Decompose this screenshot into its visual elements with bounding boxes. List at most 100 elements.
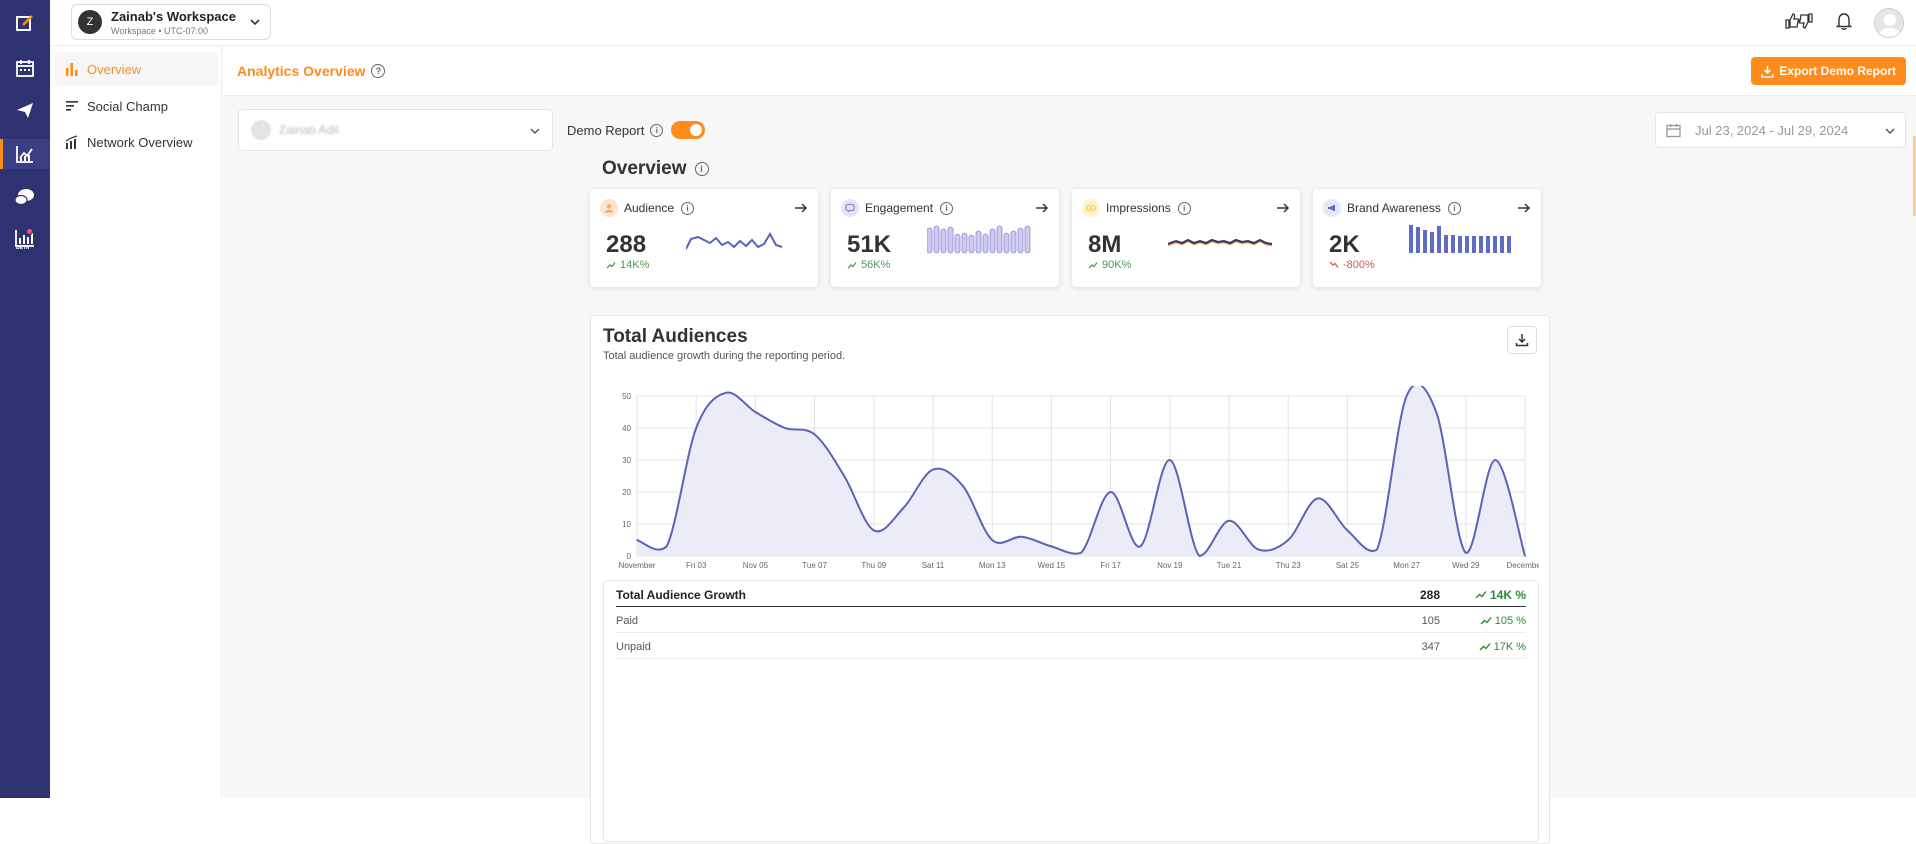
kpi-card-impressions[interactable]: Impressions i 8M 90K% <box>1072 189 1300 287</box>
analytics-sidebar: Overview Social Champ Network Overview <box>50 46 222 798</box>
export-label: Export Demo Report <box>1779 64 1896 78</box>
export-report-button[interactable]: Export Demo Report <box>1751 57 1906 85</box>
data-point <box>1435 411 1437 413</box>
help-icon[interactable]: ? <box>371 64 385 78</box>
sidebar-item-overview[interactable]: Overview <box>55 52 218 86</box>
data-point <box>1376 549 1378 551</box>
sidebar-item-label: Overview <box>87 62 141 77</box>
chart-title: Total Audiences <box>603 326 748 348</box>
eye-icon <box>1082 199 1100 217</box>
table-cell-label: Unpaid <box>616 641 1380 653</box>
sidebar-item-label: Network Overview <box>87 135 192 150</box>
table-cell-change: 105 % <box>1440 615 1526 627</box>
kpi-label: Impressions <box>1106 201 1171 215</box>
table-cell-change-text: 105 % <box>1495 615 1526 627</box>
sidebar-item-label: Social Champ <box>87 99 168 114</box>
feedback-icon[interactable] <box>1784 12 1814 35</box>
info-icon[interactable]: i <box>1178 202 1191 215</box>
info-icon[interactable]: i <box>695 162 709 176</box>
y-tick-label: 40 <box>622 424 631 433</box>
analytics-icon[interactable] <box>0 139 50 169</box>
workspace-timezone: Workspace • UTC-07:00 <box>111 26 236 36</box>
calendar-icon[interactable] <box>12 55 38 81</box>
data-point <box>636 539 638 541</box>
data-point <box>932 469 934 471</box>
info-icon[interactable]: i <box>940 202 953 215</box>
demo-report-toggle[interactable] <box>671 121 705 139</box>
notification-dot <box>26 228 33 235</box>
arrow-right-icon[interactable] <box>1035 201 1049 218</box>
trend-up-icon <box>847 261 857 269</box>
data-point <box>1347 530 1349 532</box>
data-point <box>1524 555 1526 557</box>
data-point <box>755 411 757 413</box>
table-row: Paid 105 105 % <box>616 609 1526 633</box>
y-tick-label: 50 <box>622 392 631 401</box>
y-tick-label: 20 <box>622 488 631 497</box>
data-point <box>843 475 845 477</box>
audience-sparkline <box>686 225 794 261</box>
x-tick-label: Mon 27 <box>1393 561 1420 570</box>
x-tick-label: Tue 07 <box>802 561 827 570</box>
data-point <box>1110 491 1112 493</box>
arrow-right-icon[interactable] <box>1517 201 1531 218</box>
table-cell-value: 347 <box>1380 641 1440 653</box>
arrow-right-icon[interactable] <box>1276 201 1290 218</box>
kpi-value: 8M <box>1088 231 1121 259</box>
beta-analytics-icon[interactable]: BETA <box>12 226 38 252</box>
trend-up-icon <box>1479 642 1491 651</box>
profile-avatar <box>251 120 271 140</box>
kpi-card-brand-awareness[interactable]: Brand Awareness i 2K -800% <box>1313 189 1541 287</box>
demo-report-label: Demo Report i <box>567 123 663 138</box>
profile-name: Zainab Adil <box>279 123 338 137</box>
x-tick-label: Wed 29 <box>1452 561 1480 570</box>
date-range-picker[interactable]: Jul 23, 2024 - Jul 29, 2024 <box>1655 112 1906 148</box>
data-point <box>1169 459 1171 461</box>
table-cell-change-text: 17K % <box>1494 641 1526 653</box>
workspace-selector[interactable]: Z Zainab's Workspace Workspace • UTC-07:… <box>71 4 271 40</box>
compose-icon[interactable] <box>12 10 38 36</box>
x-tick-label: Thu 23 <box>1276 561 1301 570</box>
bell-icon[interactable] <box>1836 12 1852 35</box>
sidebar-item-network-overview[interactable]: Network Overview <box>55 125 218 159</box>
profile-select[interactable]: Zainab Adil <box>238 109 553 151</box>
chat-icon[interactable] <box>12 184 38 210</box>
data-point <box>1080 552 1082 554</box>
workspace-avatar: Z <box>78 10 102 34</box>
download-button[interactable] <box>1507 326 1537 354</box>
x-tick-label: Sat 25 <box>1336 561 1360 570</box>
kpi-change: -800% <box>1329 259 1375 271</box>
data-point <box>695 427 697 429</box>
info-icon[interactable]: i <box>1448 202 1461 215</box>
audience-icon <box>600 199 618 217</box>
table-cell-value: 105 <box>1380 615 1440 627</box>
user-avatar[interactable] <box>1874 8 1904 38</box>
kpi-change: 90K% <box>1088 259 1131 271</box>
kpi-card-engagement[interactable]: Engagement i 51K 56K% <box>831 189 1059 287</box>
chevron-down-icon <box>248 15 262 34</box>
data-point <box>1228 520 1230 522</box>
send-icon[interactable] <box>12 97 38 123</box>
kpi-value: 2K <box>1329 231 1360 259</box>
table-cell-label: Paid <box>616 615 1380 627</box>
data-point <box>1287 539 1289 541</box>
table-cell-change: 14K % <box>1440 588 1526 602</box>
info-icon[interactable]: i <box>650 124 663 137</box>
kpi-label: Audience <box>624 201 674 215</box>
kpi-change-text: 90K% <box>1102 259 1131 271</box>
megaphone-icon <box>1323 199 1341 217</box>
data-point <box>873 530 875 532</box>
network-chart-icon <box>65 135 79 149</box>
info-icon[interactable]: i <box>681 202 694 215</box>
table-row: Total Audience Growth 288 14K % <box>616 583 1526 607</box>
total-audiences-card: Total Audiences Total audience growth du… <box>590 315 1550 844</box>
kpi-label: Engagement <box>865 201 933 215</box>
arrow-right-icon[interactable] <box>794 201 808 218</box>
x-tick-label: Wed 15 <box>1038 561 1066 570</box>
data-point <box>814 434 816 436</box>
trend-up-icon <box>1480 616 1492 625</box>
data-point <box>1317 498 1319 500</box>
sidebar-item-social-champ[interactable]: Social Champ <box>55 89 218 123</box>
kpi-card-audience[interactable]: Audience i 288 14K% <box>590 189 818 287</box>
